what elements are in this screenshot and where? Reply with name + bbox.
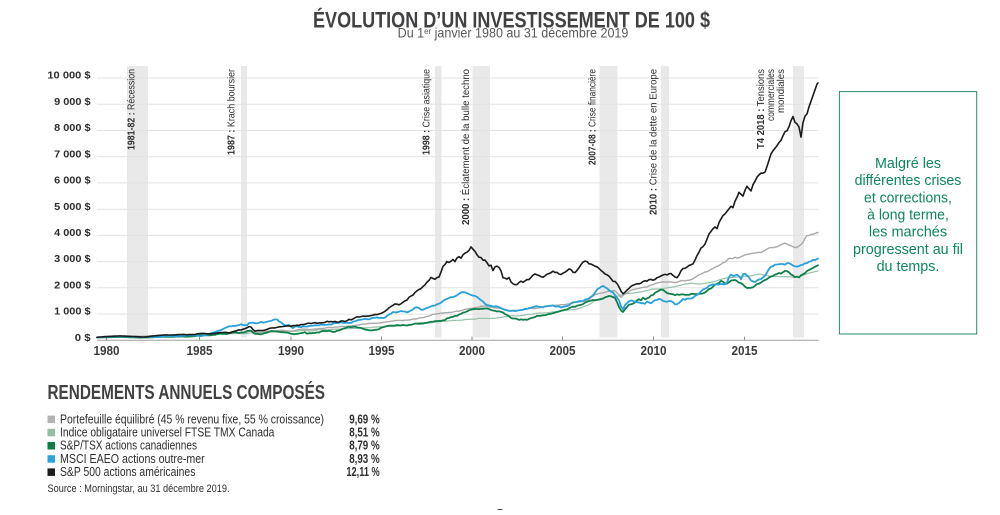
svg-text:Portefeuille équilibré (45 % r: Portefeuille équilibré (45 % revenu fixe…: [60, 412, 324, 426]
svg-text:8,93 %: 8,93 %: [349, 452, 380, 466]
svg-text:et corrections,: et corrections,: [864, 189, 952, 206]
svg-text:2005: 2005: [550, 343, 576, 358]
svg-text:RENDEMENTS ANNUELS COMPOSÉS: RENDEMENTS ANNUELS COMPOSÉS: [48, 381, 326, 404]
svg-text:les marchés: les marchés: [869, 224, 948, 241]
svg-text:10 000 $: 10 000 $: [47, 70, 90, 82]
svg-text:5 000 $: 5 000 $: [54, 201, 91, 213]
svg-text:Malgré les: Malgré les: [875, 155, 941, 172]
svg-text:T4 2018 : Tensions: T4 2018 : Tensions: [756, 69, 767, 149]
svg-text:7 000 $: 7 000 $: [54, 148, 91, 160]
svg-text:8,79 %: 8,79 %: [349, 439, 380, 453]
svg-text:2015: 2015: [732, 343, 758, 358]
svg-text:Source : Morningstar, au 31 dé: Source : Morningstar, au 31 décembre 201…: [48, 483, 230, 495]
svg-text:9,69 %: 9,69 %: [349, 412, 380, 426]
svg-text:8 000 $: 8 000 $: [54, 122, 91, 134]
svg-text:9 000 $: 9 000 $: [54, 96, 91, 108]
svg-text:0 $: 0 $: [75, 332, 91, 344]
svg-text:2 000 $: 2 000 $: [54, 279, 91, 291]
svg-text:1995: 1995: [369, 343, 395, 358]
svg-text:différentes crises: différentes crises: [855, 172, 962, 189]
svg-text:Indice obligataire universel F: Indice obligataire universel FTSE TMX Ca…: [60, 426, 274, 440]
svg-text:à long terme,: à long terme,: [867, 206, 949, 223]
svg-text:progressent au fil: progressent au fil: [853, 241, 963, 258]
svg-text:1985: 1985: [187, 343, 213, 358]
svg-text:S&P 500 actions américaines: S&P 500 actions américaines: [60, 465, 195, 479]
svg-text:Du 1er janvier 1980 au 31 déce: Du 1er janvier 1980 au 31 décembre 2019: [398, 25, 629, 41]
svg-text:4 000 $: 4 000 $: [54, 227, 91, 239]
svg-text:S&P/TSX actions canadiennes: S&P/TSX actions canadiennes: [60, 439, 197, 453]
svg-text:2007-08 : Crise financière: 2007-08 : Crise financière: [588, 69, 599, 165]
svg-text:du temps.: du temps.: [877, 258, 940, 275]
svg-text:1981-82 : Récession: 1981-82 : Récession: [127, 69, 138, 150]
svg-text:2000: 2000: [459, 343, 485, 358]
svg-text:12,11 %: 12,11 %: [346, 465, 379, 479]
svg-text:mondiales: mondiales: [776, 69, 787, 113]
svg-text:1990: 1990: [278, 343, 304, 358]
svg-text:2010 : Crise de la dette en Eu: 2010 : Crise de la dette en Europe: [649, 69, 660, 215]
svg-text:3 000 $: 3 000 $: [54, 253, 91, 265]
svg-text:commerciales: commerciales: [766, 69, 777, 121]
svg-text:1998 : Crise asiatique: 1998 : Crise asiatique: [422, 69, 433, 155]
svg-text:6 000 $: 6 000 $: [54, 175, 91, 187]
svg-text:ÉVOLUTION D’UN INVESTISSEMENT: ÉVOLUTION D’UN INVESTISSEMENT DE 100 $: [313, 8, 710, 33]
svg-text:2010: 2010: [641, 343, 667, 358]
svg-text:1 000 $: 1 000 $: [54, 306, 91, 318]
svg-text:1980: 1980: [94, 343, 120, 358]
svg-text:1987 : Krach boursier: 1987 : Krach boursier: [227, 68, 238, 155]
svg-text:8,51 %: 8,51 %: [349, 426, 380, 440]
svg-text:2000 : Éclatement de la bulle: 2000 : Éclatement de la bulle techno: [459, 69, 472, 225]
svg-text:MSCI EAEO actions outre-mer: MSCI EAEO actions outre-mer: [60, 452, 205, 466]
